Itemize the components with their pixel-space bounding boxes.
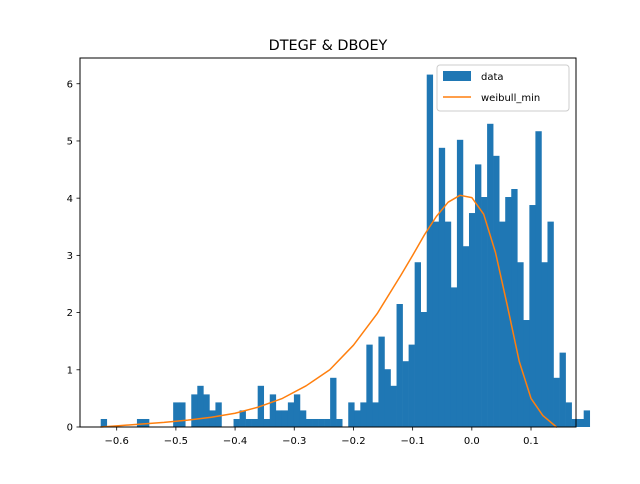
histogram-bar xyxy=(487,123,494,427)
x-tick-label: 0.0 xyxy=(464,436,480,447)
y-tick-label: 3 xyxy=(67,251,73,262)
histogram-bar xyxy=(559,352,566,427)
x-tick-label: −0.5 xyxy=(164,436,188,447)
x-tick-label: −0.6 xyxy=(105,436,129,447)
histogram-bar xyxy=(481,197,488,427)
plot-frame xyxy=(79,57,577,428)
histogram-bar xyxy=(251,418,258,427)
histogram-bar xyxy=(426,74,434,427)
histogram-bar xyxy=(348,402,355,427)
histogram-bar xyxy=(318,418,325,427)
legend-swatch-data xyxy=(443,71,471,81)
histogram-bar xyxy=(215,402,222,427)
histogram-bar xyxy=(499,221,506,427)
histogram-bar xyxy=(535,131,542,428)
histogram-bar xyxy=(438,147,446,427)
histogram-bar xyxy=(372,402,379,427)
histogram-bar xyxy=(366,344,373,427)
histogram-bar xyxy=(269,394,277,427)
histogram-bar xyxy=(191,394,198,427)
histogram-bar xyxy=(275,410,283,427)
histogram-bar xyxy=(577,418,584,427)
histogram-bar xyxy=(396,304,403,427)
y-tick-label: 2 xyxy=(67,308,73,319)
histogram-bar xyxy=(529,205,536,427)
histogram-bar xyxy=(565,402,572,427)
y-tick-label: 1 xyxy=(67,365,73,376)
histogram-bar xyxy=(553,377,560,427)
histogram-bar xyxy=(287,402,295,427)
histogram-bar xyxy=(209,410,216,427)
histogram-bar xyxy=(378,336,385,427)
histogram-bar xyxy=(444,221,452,427)
histogram-bar xyxy=(408,344,415,427)
histogram-bar xyxy=(541,262,548,427)
histogram-bar xyxy=(432,221,440,427)
histogram-bar xyxy=(517,262,524,427)
histogram-bar xyxy=(233,418,240,427)
histogram-bar xyxy=(384,369,391,427)
histogram-bar xyxy=(305,418,313,427)
x-tick-label: −0.2 xyxy=(341,436,365,447)
histogram-bar xyxy=(390,385,397,427)
histogram-bar xyxy=(523,320,530,427)
histogram-bars xyxy=(100,74,591,428)
histogram-bar xyxy=(299,410,307,427)
histogram-bar xyxy=(336,418,343,427)
histogram-bar xyxy=(583,410,591,427)
y-tick-label: 4 xyxy=(67,194,73,205)
histogram-bar xyxy=(571,418,578,427)
fit-curve-layer xyxy=(99,194,558,428)
x-tick-label: 0.1 xyxy=(523,436,539,447)
y-tick-label: 5 xyxy=(67,137,73,148)
histogram-bar xyxy=(312,418,319,427)
histogram-bar xyxy=(197,385,204,427)
legend: data weibull_min xyxy=(436,64,570,112)
x-axis: −0.6 −0.5 −0.4 −0.3 −0.2 −0.1 0.0 0.1 xyxy=(105,427,539,447)
histogram-bar xyxy=(245,418,252,427)
x-tick-label: −0.3 xyxy=(282,436,306,447)
histogram-bar xyxy=(263,418,271,427)
histogram-bar xyxy=(360,402,367,427)
histogram-bar xyxy=(173,402,180,427)
histogram-bar xyxy=(402,361,409,427)
histogram-bar xyxy=(293,394,301,427)
histogram-bar xyxy=(330,377,337,427)
histogram-bar xyxy=(511,189,518,427)
y-axis: 0 1 2 3 4 5 6 xyxy=(67,79,80,434)
legend-label: data xyxy=(481,72,504,83)
histogram-bar xyxy=(414,262,421,427)
histogram-bar xyxy=(420,312,428,427)
histogram-bar xyxy=(324,418,331,427)
histogram-bar xyxy=(100,418,108,427)
y-tick-label: 6 xyxy=(67,79,73,90)
x-tick-label: −0.4 xyxy=(223,436,247,447)
legend-label: weibull_min xyxy=(481,93,540,104)
histogram-bar xyxy=(462,246,470,427)
histogram-bar xyxy=(547,221,554,427)
x-tick-label: −0.1 xyxy=(400,436,424,447)
histogram-bar xyxy=(239,410,246,427)
y-tick-label: 0 xyxy=(67,423,73,434)
chart-title: DTEGF & DBOEY xyxy=(269,38,388,54)
histogram-bar xyxy=(354,410,361,427)
histogram-bar xyxy=(468,213,476,427)
fit-curve-weibull-min xyxy=(99,194,558,428)
histogram-bar xyxy=(450,287,458,427)
histogram-bar xyxy=(475,164,482,427)
histogram-bar xyxy=(281,410,289,427)
histogram-bar xyxy=(136,418,144,427)
histogram-bar xyxy=(179,402,186,427)
histogram-bar xyxy=(456,139,464,427)
histogram-bar xyxy=(493,155,500,427)
histogram-bar xyxy=(203,394,210,427)
